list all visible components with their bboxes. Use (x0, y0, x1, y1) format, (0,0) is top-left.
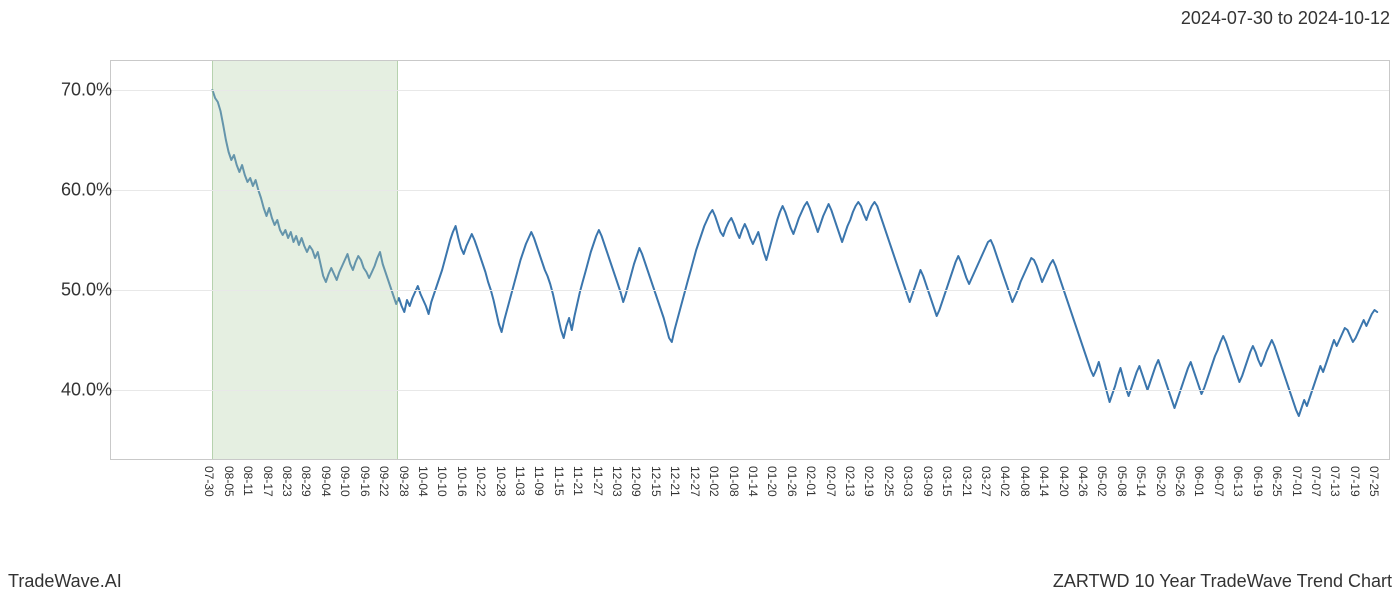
x-tick-label: 04-20 (1057, 466, 1071, 497)
x-tick-label: 02-19 (862, 466, 876, 497)
x-tick-label: 06-25 (1270, 466, 1284, 497)
x-tick-label: 05-20 (1154, 466, 1168, 497)
x-tick-label: 02-01 (804, 466, 818, 497)
plot-border-right (1389, 60, 1390, 460)
x-tick-label: 01-02 (707, 466, 721, 497)
x-tick-label: 03-03 (901, 466, 915, 497)
x-tick-label: 07-13 (1328, 466, 1342, 497)
x-tick-label: 05-08 (1115, 466, 1129, 497)
x-tick-label: 07-25 (1367, 466, 1381, 497)
x-tick-label: 09-04 (319, 466, 333, 497)
x-tick-label: 08-11 (241, 466, 255, 496)
brand-label: TradeWave.AI (8, 571, 122, 592)
x-tick-label: 10-10 (435, 466, 449, 497)
x-tick-label: 12-03 (610, 466, 624, 497)
y-tick-label: 50.0% (22, 280, 112, 301)
x-tick-label: 11-21 (571, 466, 585, 496)
x-tick-label: 11-15 (552, 466, 566, 496)
chart-title: ZARTWD 10 Year TradeWave Trend Chart (1053, 571, 1392, 592)
x-tick-label: 01-20 (765, 466, 779, 497)
x-tick-label: 12-09 (629, 466, 643, 497)
highlight-region (212, 60, 398, 460)
x-tick-label: 03-21 (960, 466, 974, 497)
x-tick-label: 05-14 (1134, 466, 1148, 497)
chart-plot-area (110, 60, 1390, 460)
x-tick-label: 02-07 (824, 466, 838, 497)
x-tick-label: 01-26 (785, 466, 799, 497)
x-tick-label: 07-30 (202, 466, 216, 497)
x-tick-label: 04-14 (1037, 466, 1051, 497)
x-tick-label: 06-13 (1231, 466, 1245, 497)
x-tick-label: 04-02 (998, 466, 1012, 497)
x-tick-label: 03-15 (940, 466, 954, 497)
x-tick-label: 09-22 (377, 466, 391, 497)
gridline (110, 190, 1390, 191)
date-range-label: 2024-07-30 to 2024-10-12 (1181, 8, 1390, 29)
x-tick-label: 08-05 (222, 466, 236, 497)
x-tick-label: 11-09 (532, 466, 546, 496)
x-tick-label: 06-19 (1251, 466, 1265, 497)
x-tick-label: 04-26 (1076, 466, 1090, 497)
x-tick-label: 11-03 (513, 466, 527, 496)
x-tick-label: 07-01 (1290, 466, 1304, 497)
x-tick-label: 10-04 (416, 466, 430, 497)
plot-border-top (110, 60, 1390, 61)
x-tick-label: 09-10 (338, 466, 352, 497)
x-tick-label: 01-08 (727, 466, 741, 497)
x-tick-label: 06-01 (1192, 466, 1206, 497)
x-tick-label: 02-13 (843, 466, 857, 497)
x-tick-label: 01-14 (746, 466, 760, 497)
gridline (110, 290, 1390, 291)
x-tick-label: 09-28 (397, 466, 411, 497)
x-tick-label: 07-07 (1309, 466, 1323, 497)
x-tick-label: 10-28 (494, 466, 508, 497)
x-tick-label: 12-21 (668, 466, 682, 497)
x-tick-label: 08-29 (299, 466, 313, 497)
x-tick-label: 03-09 (921, 466, 935, 497)
x-tick-label: 09-16 (358, 466, 372, 497)
x-tick-label: 05-26 (1173, 466, 1187, 497)
x-tick-label: 12-27 (688, 466, 702, 497)
x-tick-label: 08-23 (280, 466, 294, 497)
x-tick-label: 05-02 (1095, 466, 1109, 497)
x-tick-label: 12-15 (649, 466, 663, 497)
gridline (110, 390, 1390, 391)
x-tick-label: 07-19 (1348, 466, 1362, 497)
x-tick-label: 10-16 (455, 466, 469, 497)
gridline (110, 90, 1390, 91)
y-tick-label: 60.0% (22, 180, 112, 201)
x-tick-label: 06-07 (1212, 466, 1226, 497)
x-tick-label: 04-08 (1018, 466, 1032, 497)
x-tick-label: 10-22 (474, 466, 488, 497)
x-tick-label: 08-17 (261, 466, 275, 497)
x-tick-label: 02-25 (882, 466, 896, 497)
x-tick-label: 03-27 (979, 466, 993, 497)
y-tick-label: 40.0% (22, 380, 112, 401)
plot-border-bottom (110, 459, 1390, 460)
y-tick-label: 70.0% (22, 80, 112, 101)
x-tick-label: 11-27 (591, 466, 605, 496)
